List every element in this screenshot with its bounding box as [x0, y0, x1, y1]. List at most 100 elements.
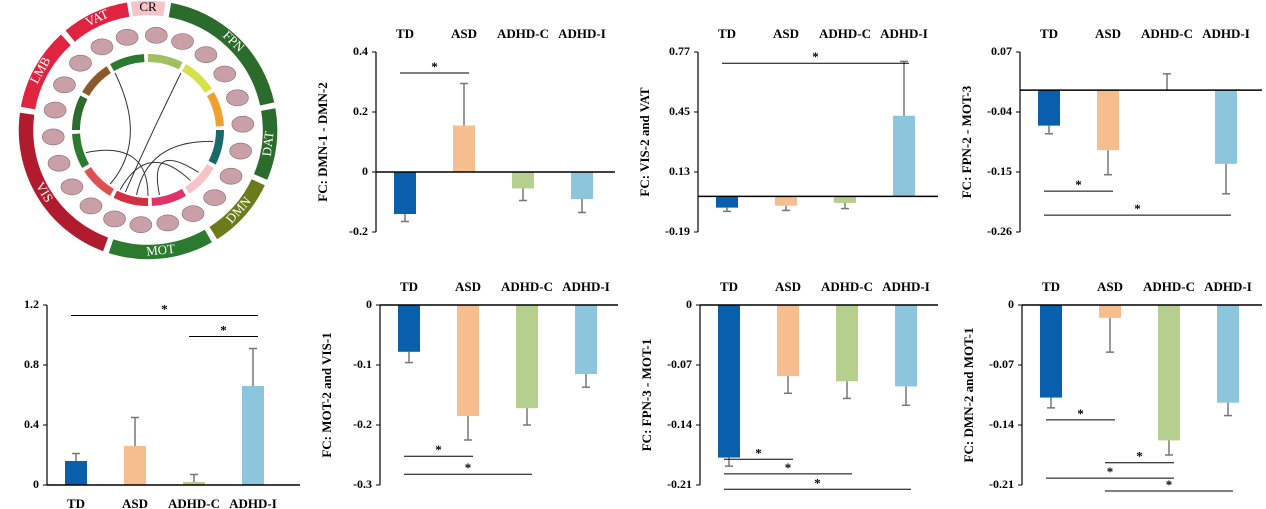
connection	[136, 140, 214, 196]
ring-segment	[129, 0, 167, 18]
y-tick-label: -0.21	[989, 477, 1014, 491]
inner-segment	[206, 92, 224, 127]
ring-label: DAT	[259, 130, 277, 157]
bar	[1040, 305, 1062, 398]
y-axis-label: FC: MOT-2 and VIS-1	[319, 332, 334, 457]
bar	[571, 172, 593, 199]
y-tick-label: -0.19	[665, 224, 690, 238]
y-tick-label: 0.45	[669, 104, 690, 118]
bar	[716, 196, 738, 208]
category-label: ADHD-I	[562, 279, 610, 294]
brain-icon	[203, 189, 227, 206]
ring-segment	[251, 106, 279, 182]
category-label: TD	[718, 26, 736, 41]
bar	[1217, 305, 1239, 403]
y-axis-label: FC: FPN-3 - MOT-1	[639, 339, 654, 452]
brain-icon	[60, 178, 84, 196]
y-tick-label: 0	[362, 164, 368, 178]
category-label: ASD	[455, 279, 481, 294]
y-tick-label: 0.8	[24, 357, 39, 371]
brain-icon	[47, 154, 71, 172]
y-tick-label: 0.2	[353, 104, 368, 118]
brain-icon	[115, 29, 139, 46]
category-label: ASD	[775, 279, 801, 294]
brain-icon	[229, 142, 252, 160]
bar	[453, 125, 475, 172]
category-label: ADHD-I	[229, 496, 277, 509]
significance-label: *	[435, 442, 442, 457]
y-tick-label: 0	[366, 297, 372, 311]
bar	[777, 305, 799, 377]
category-label: ADHD-C	[501, 279, 553, 294]
y-tick-label: 0	[1008, 297, 1014, 311]
y-tick-label: -0.26	[987, 224, 1012, 238]
significance-label: *	[1075, 177, 1082, 192]
category-label: ADHD-I	[1202, 26, 1250, 41]
y-tick-label: 0.4	[353, 44, 368, 58]
bar	[457, 305, 479, 416]
category-label: ADHD-C	[819, 26, 871, 41]
significance-label: *	[220, 322, 227, 337]
bar	[893, 115, 915, 197]
bar	[65, 461, 87, 485]
brain-icon	[226, 89, 249, 107]
category-label: ADHD-C	[1143, 279, 1195, 294]
y-axis-label: FC: DMN-1 - DMN-2	[315, 82, 330, 202]
bar	[394, 172, 416, 214]
bar	[775, 196, 797, 206]
bar	[834, 196, 856, 203]
connection	[85, 149, 149, 197]
y-tick-label: 0.07	[991, 44, 1012, 58]
category-label: ADHD-C	[168, 496, 220, 509]
brain-icon	[231, 115, 255, 133]
brain-icon	[90, 38, 114, 56]
y-tick-label: -0.2	[349, 224, 368, 238]
y-tick-label: -0.07	[989, 357, 1014, 371]
brain-icon	[69, 54, 92, 72]
brain-icon	[79, 197, 103, 215]
bar	[575, 305, 597, 374]
significance-label: *	[1134, 201, 1141, 216]
category-label: ASD	[122, 496, 148, 509]
bar	[718, 305, 740, 458]
y-axis-label: FC: FPN-2 - MOT-3	[959, 85, 974, 198]
brain-icon	[171, 33, 194, 50]
significance-label: *	[755, 445, 762, 460]
y-tick-label: -0.15	[987, 164, 1012, 178]
category-label: ADHD-I	[558, 26, 606, 41]
inner-segment	[72, 95, 88, 130]
category-label: TD	[396, 26, 414, 41]
category-label: TD	[400, 279, 418, 294]
significance-label: *	[465, 460, 472, 475]
inner-segment	[148, 54, 183, 70]
bar	[1215, 90, 1237, 164]
y-tick-label: 0.13	[669, 164, 690, 178]
inner-segment	[82, 66, 111, 96]
connection	[109, 72, 131, 185]
brain-icon	[144, 27, 168, 44]
y-tick-label: -0.07	[667, 357, 692, 371]
bar	[398, 305, 420, 352]
brain-icon	[181, 205, 205, 222]
category-label: TD	[720, 279, 738, 294]
inner-segment	[84, 167, 114, 196]
significance-label: *	[431, 59, 438, 74]
bar	[516, 305, 538, 409]
y-tick-label: 0	[686, 297, 692, 311]
category-label: TD	[1040, 26, 1058, 41]
category-label: ADHD-C	[497, 26, 549, 41]
significance-label: *	[1107, 464, 1114, 479]
category-label: TD	[1042, 279, 1060, 294]
y-tick-label: -0.14	[989, 417, 1014, 431]
y-tick-label: -0.3	[353, 477, 372, 491]
significance-label: *	[1136, 449, 1143, 464]
category-label: ASD	[1097, 279, 1123, 294]
significance-label: *	[1166, 477, 1173, 492]
y-tick-label: -0.1	[353, 357, 372, 371]
y-tick-label: -0.04	[987, 104, 1012, 118]
brain-icon	[219, 167, 243, 185]
y-tick-label: 1.2	[24, 297, 39, 311]
ring-segment	[106, 227, 215, 261]
category-label: ADHD-C	[1141, 26, 1193, 41]
